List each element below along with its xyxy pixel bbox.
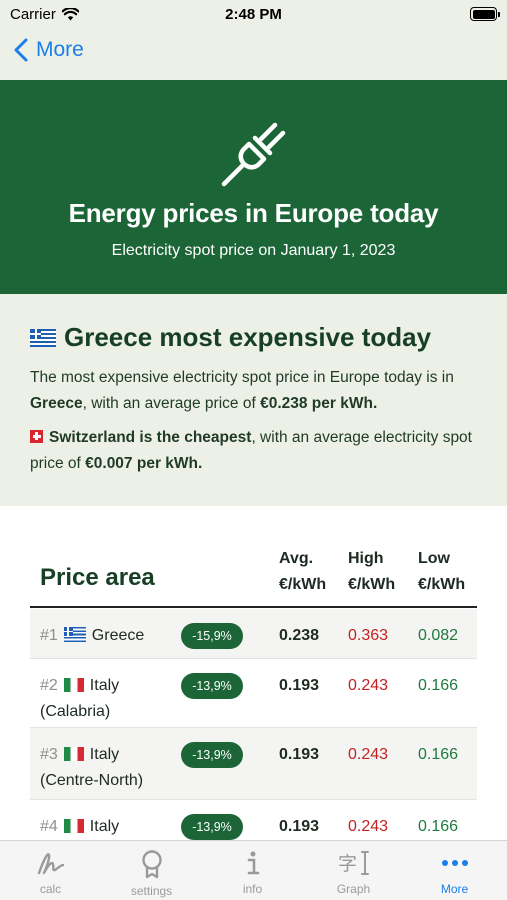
- table-row[interactable]: #4 Italy -13,9% 0.193 0.243 0.166: [30, 800, 477, 840]
- low-price: 0.082: [418, 627, 459, 644]
- p2-price: €0.007 per kWh.: [85, 455, 203, 472]
- low-price: 0.166: [418, 677, 459, 694]
- tab-label: calc: [39, 882, 62, 896]
- carrier-info: Carrier: [10, 6, 79, 23]
- avg-price: 0.193: [279, 746, 320, 763]
- high-price: 0.243: [348, 818, 389, 835]
- change-badge: -13,9%: [181, 673, 243, 699]
- area-name: Italy: [89, 746, 120, 763]
- italy-flag-icon: [63, 746, 84, 761]
- p2-cheapest: Switzerland is the cheapest: [49, 429, 252, 446]
- table-header: Price area Avg. €/kWh High €/kWh Low €/k…: [30, 506, 477, 608]
- rank-number: #2: [40, 677, 58, 694]
- ellipsis-icon: [441, 860, 468, 866]
- p1-text2: , with an average price of: [82, 395, 261, 412]
- table-row[interactable]: #1 Greece -15,9% 0.238 0.363 0.082: [30, 609, 477, 659]
- area-name: Italy: [89, 818, 120, 835]
- plug-icon: [221, 122, 286, 187]
- p1-price: €0.238 per kWh.: [260, 395, 378, 412]
- wifi-icon: [61, 8, 79, 21]
- low-header-line2: €/kWh: [418, 576, 466, 593]
- low-column-header: Low €/kWh: [418, 546, 465, 598]
- avg-column-header: Avg. €/kWh: [279, 546, 326, 598]
- tab-info[interactable]: info: [202, 841, 303, 900]
- text-cursor-icon: 字: [338, 851, 369, 875]
- avg-price: 0.193: [279, 677, 320, 694]
- tab-label: info: [242, 882, 263, 896]
- low-price: 0.166: [418, 818, 459, 835]
- tab-label: Graph: [336, 882, 371, 896]
- tab-more[interactable]: More: [404, 841, 505, 900]
- carrier-label: Carrier: [10, 6, 56, 23]
- info-icon: [247, 851, 259, 875]
- signature-icon: [37, 853, 64, 875]
- area-region: (Centre-North): [40, 772, 144, 789]
- price-area-title: Price area: [40, 564, 155, 591]
- hero-title: Energy prices in Europe today: [68, 198, 439, 228]
- high-price: 0.243: [348, 677, 389, 694]
- low-header-line1: Low: [418, 550, 450, 567]
- avg-price: 0.193: [279, 818, 320, 835]
- tab-bar: calc settings info 字 Graph More: [0, 840, 507, 900]
- tab-label: settings: [130, 884, 173, 898]
- greece-flag-icon: [30, 328, 56, 347]
- change-badge: -15,9%: [181, 623, 243, 649]
- summary-headline: Greece most expensive today: [30, 322, 477, 353]
- status-bar: Carrier 2:48 PM: [0, 0, 507, 30]
- avg-price: 0.238: [279, 627, 320, 644]
- switzerland-flag-icon: [30, 429, 43, 443]
- table-row[interactable]: #3 Italy (Centre-North) -13,9% 0.193 0.24…: [30, 728, 477, 800]
- most-expensive-text: The most expensive electricity spot pric…: [30, 365, 477, 417]
- price-table: Price area Avg. €/kWh High €/kWh Low €/k…: [0, 506, 507, 840]
- summary-section: Greece most expensive today The most exp…: [0, 294, 507, 506]
- area-name: Italy: [89, 677, 120, 694]
- hero-banner: Energy prices in Europe today Electricit…: [0, 80, 507, 294]
- price-area-name: #2 Italy (Calabria): [40, 673, 119, 725]
- price-area-name: #4 Italy: [40, 814, 119, 840]
- low-price: 0.166: [418, 746, 459, 763]
- battery-icon: [470, 7, 500, 21]
- italy-flag-icon: [63, 677, 84, 692]
- cheapest-text: Switzerland is the cheapest, with an ave…: [30, 425, 477, 477]
- area-region: (Calabria): [40, 703, 111, 720]
- navigation-bar: More: [0, 30, 507, 80]
- back-button[interactable]: More: [14, 38, 84, 62]
- rank-number: #3: [40, 746, 58, 763]
- high-column-header: High €/kWh: [348, 546, 395, 598]
- rank-number: #1: [40, 627, 58, 644]
- change-badge: -13,9%: [181, 742, 243, 768]
- svg-text:字: 字: [338, 853, 357, 875]
- avg-header-line1: Avg.: [279, 550, 314, 567]
- tab-graph[interactable]: 字 Graph: [303, 841, 404, 900]
- high-price: 0.243: [348, 746, 389, 763]
- price-area-name: #1 Greece: [40, 623, 144, 649]
- summary-headline-text: Greece most expensive today: [64, 322, 432, 352]
- chevron-left-icon: [14, 38, 28, 62]
- tab-calc[interactable]: calc: [0, 841, 101, 900]
- rank-number: #4: [40, 818, 58, 835]
- table-row[interactable]: #2 Italy (Calabria) -13,9% 0.193 0.243 0.…: [30, 659, 477, 728]
- greece-flag-icon: [63, 627, 86, 643]
- high-price: 0.363: [348, 627, 389, 644]
- area-name: Greece: [91, 627, 145, 644]
- clock: 2:48 PM: [225, 6, 282, 23]
- tab-settings[interactable]: settings: [101, 841, 202, 900]
- change-badge: -13,9%: [181, 814, 243, 840]
- p2-text1: , with an average electricity spot price…: [30, 429, 472, 472]
- high-header-line2: €/kWh: [348, 576, 396, 593]
- p1-text1: The most expensive electricity spot pric…: [30, 369, 454, 386]
- hero-subtitle: Electricity spot price on January 1, 202…: [111, 242, 396, 259]
- price-area-name: #3 Italy (Centre-North): [40, 742, 143, 794]
- tab-label: More: [440, 882, 469, 896]
- ribbon-icon: [141, 850, 162, 879]
- back-label: More: [36, 38, 84, 61]
- high-header-line1: High: [348, 550, 384, 567]
- italy-flag-icon: [63, 818, 84, 833]
- avg-header-line2: €/kWh: [279, 576, 327, 593]
- p1-country: Greece: [30, 395, 83, 412]
